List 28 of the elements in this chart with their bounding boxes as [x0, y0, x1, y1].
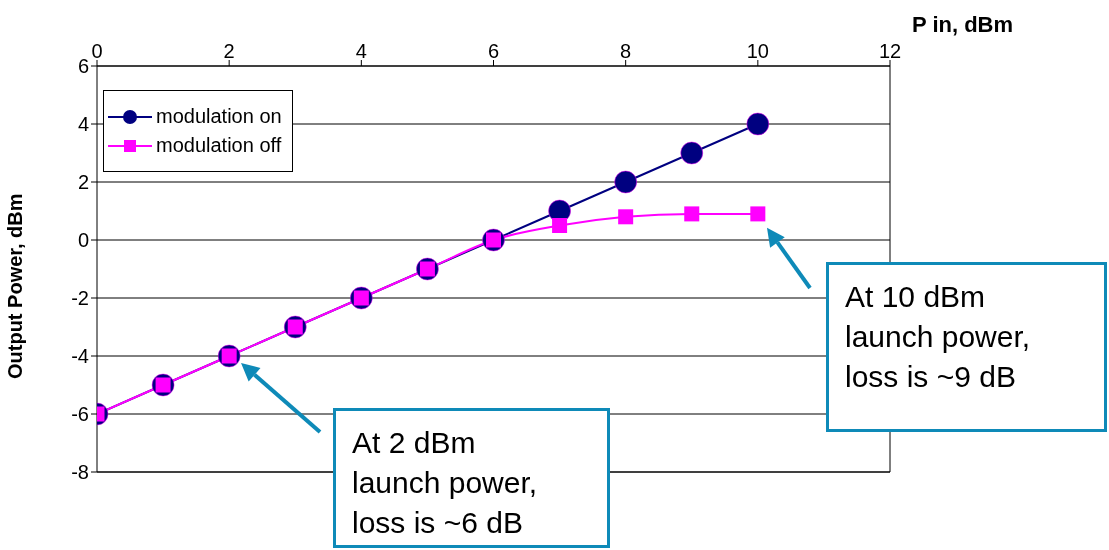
- legend-label: modulation off: [156, 134, 282, 157]
- y-tick-label: -4: [71, 345, 89, 368]
- x-tick-label: 4: [355, 40, 367, 62]
- point: [618, 209, 634, 225]
- point: [746, 112, 770, 136]
- y-tick-label: 6: [77, 55, 89, 78]
- x-tick-label: 2: [223, 40, 235, 62]
- annotation: At 2 dBm launch power, loss is ~6 dB: [333, 408, 610, 548]
- y-tick-label: 4: [77, 113, 89, 136]
- legend-label: modulation on: [156, 105, 282, 128]
- x-tick-label: 8: [620, 40, 632, 62]
- x-tick-label: 0: [91, 40, 103, 62]
- y-tick-label: 0: [77, 229, 89, 252]
- point: [750, 206, 766, 222]
- y-axis-title: Output Power, dBm: [4, 193, 27, 379]
- y-tick-label: -2: [71, 287, 89, 310]
- y-tick-label: -6: [71, 403, 89, 426]
- point: [552, 218, 568, 233]
- point: [680, 141, 703, 165]
- x-tick-label: 12: [878, 40, 902, 62]
- x-tick-label: 10: [746, 40, 769, 62]
- y-tick-label: -8: [71, 461, 89, 484]
- point: [684, 206, 700, 222]
- y-tick-label: 2: [77, 171, 89, 194]
- x-axis-title: P in, dBm: [912, 12, 1014, 38]
- annotation: At 10 dBm launch power, loss is ~9 dB: [826, 262, 1107, 432]
- point: [614, 170, 637, 194]
- x-tick-label: 6: [487, 40, 500, 62]
